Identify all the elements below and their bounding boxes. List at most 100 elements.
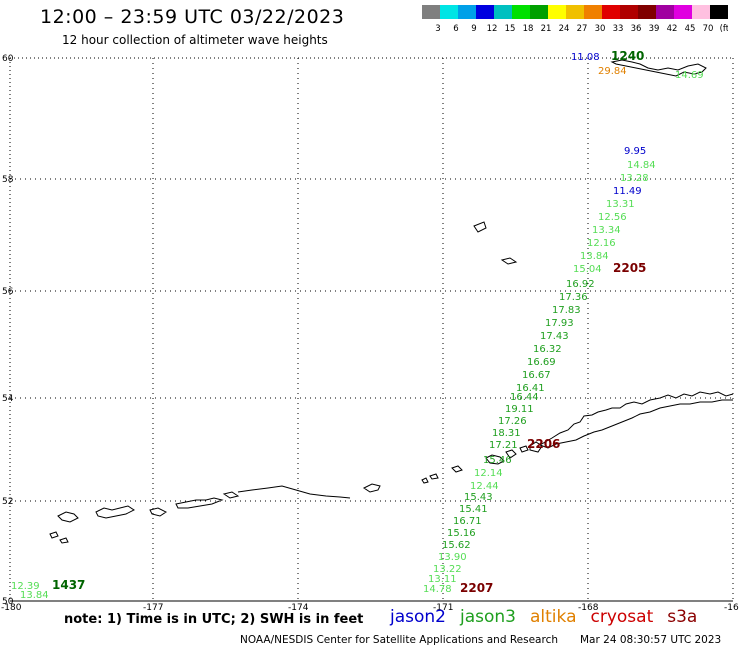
colorbar-label: 36 [631,24,642,33]
islands-of-four-mountains [421,465,463,484]
lat-axis-labels: 60 58 56 54 52 50 [2,54,14,607]
wave-height-value: 11.49 [613,186,642,197]
map-title: 12:00 – 23:59 UTC 03/22/2023 [40,6,345,28]
lat-label: 50 [2,597,14,607]
wave-height-value: 16.41 [516,383,545,394]
lon-label: -174 [288,603,309,613]
colorbar-swatch [656,5,675,19]
colorbar-label: 39 [649,24,660,33]
wave-height-value: 13.22 [433,564,462,575]
wave-height-value: 16.92 [566,279,595,290]
wave-height-value: 12.44 [470,481,499,492]
pass-time-label: 2207 [460,581,493,595]
colorbar-label: 15 [505,24,516,33]
wave-height-value: 12.14 [474,468,503,479]
fox-islands [485,445,529,465]
wave-height-value: 16.69 [527,357,556,368]
colorbar-label: 12 [487,24,498,33]
lat-label: 58 [2,175,14,185]
wave-height-value: 15.04 [573,264,602,275]
wave-height-value: 29.84 [598,66,627,77]
lon-label: -168 [578,603,599,613]
footer-note: note: 1) Time is in UTC; 2) SWH is in fe… [64,612,364,627]
coastline [49,59,734,544]
legend-item-altika: altika [530,607,577,627]
legend-item-cryosat: cryosat [590,607,654,627]
near-islands [49,511,79,544]
lon-label: -180 [1,603,22,613]
wave-height-value: 17.83 [552,305,581,316]
wave-height-value: 15.41 [459,504,488,515]
colorbar-swatch [494,5,513,19]
colorbar-label: 30 [595,24,606,33]
colorbar-swatch [512,5,531,19]
colorbar-swatch [548,5,567,19]
satellite-legend: jason2 jason3 altika cryosat s3a [390,607,711,627]
wave-height-value: 13.11 [428,574,457,585]
wave-height-value: 12.39 [11,581,40,592]
credit-line: NOAA/NESDIS Center for Satellite Applica… [240,634,558,646]
pribilof-islands [473,221,518,265]
wave-height-value: 15.62 [442,540,471,551]
legend-item-s3a: s3a [667,607,698,627]
wave-height-value: 17.43 [540,331,569,342]
lon-label: -16 [724,603,739,613]
wave-height-value: 9.95 [624,146,646,157]
lat-label: 52 [2,497,13,507]
lon-label: -177 [143,603,163,613]
wave-height-value: 16.71 [453,516,482,527]
colorbar-swatch [476,5,495,19]
colorbar-label: (ft) [720,24,728,33]
wave-height-value: 13.34 [592,225,621,236]
wave-height-value: 11.08 [571,52,600,63]
legend-item-jason3: jason3 [460,607,516,627]
pass-time-label: 2206 [527,437,560,451]
colorbar-label: 6 [453,24,458,33]
legend-item-jason2: jason2 [390,607,446,627]
wave-height-value: 18.31 [492,428,521,439]
map-subtitle: 12 hour collection of altimeter wave hei… [62,33,328,47]
colorbar-swatch [440,5,459,19]
wave-height-value: 14.84 [627,160,656,171]
wave-height-value: 15.16 [447,528,476,539]
colorbar-swatch [602,5,621,19]
colorbar-swatch [422,5,441,19]
alaska-peninsula [539,391,734,449]
colorbar-label: 70 [703,24,714,33]
wave-height-value: 17.26 [498,416,527,427]
colorbar-swatch [584,5,603,19]
graticule [10,58,734,601]
wave-height-value: 13.28 [620,173,649,184]
wave-height-value: 12.56 [598,212,627,223]
wave-height-observations: 11.08 1240 29.84 14.69 9.95 14.84 13.28 11.49 13… [11,49,704,601]
colorbar-swatch [674,5,693,19]
wave-height-value: 16.44 [510,392,539,403]
colorbar-label: 42 [667,24,678,33]
colorbar-label: 18 [523,24,534,33]
wave-height-value: 19.11 [505,404,534,415]
alaska-mainland-north [610,59,707,77]
colorbar-label: 21 [541,24,552,33]
wave-height-value: 17.93 [545,318,574,329]
colorbar-label: 24 [559,24,570,33]
wave-height-value: 17.36 [559,292,588,303]
lon-label: -171 [433,603,453,613]
wave-height-value: 15.43 [464,492,493,503]
wave-height-value: 13.90 [438,552,467,563]
wave-height-value: 16.67 [522,370,551,381]
colorbar-swatch [638,5,657,19]
lat-label: 54 [2,394,14,404]
wave-height-value: 16.32 [533,344,562,355]
colorbar-label: 3 [435,24,440,33]
andreanof-islands [222,483,381,499]
colorbar-label: 9 [471,24,476,33]
lat-label: 60 [2,54,14,64]
unimak-island [529,441,543,453]
wave-height-value: 15.46 [483,455,512,466]
colorbar-swatch [566,5,585,19]
lon-axis-labels: -180 -177 -174 -171 -168 -16 [1,603,739,613]
wave-height-value: 14.78 [423,584,452,595]
colorbar-label: 45 [685,24,696,33]
wave-height-value: 14.69 [675,70,704,81]
